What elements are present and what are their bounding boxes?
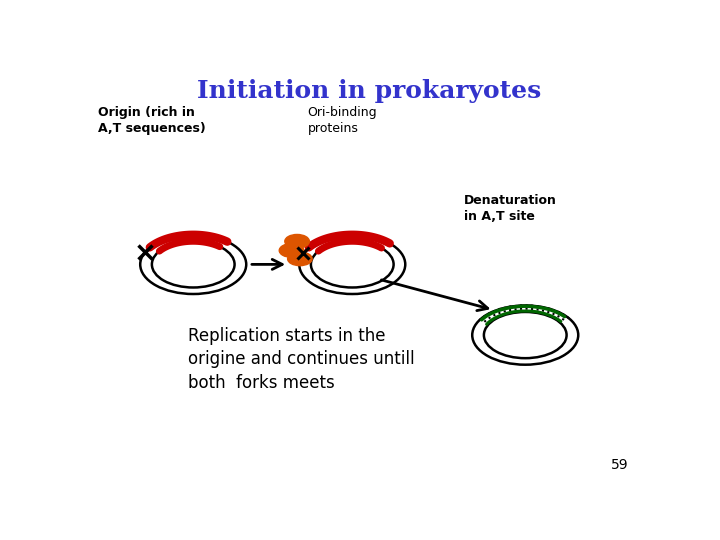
- Text: Initiation in prokaryotes: Initiation in prokaryotes: [197, 79, 541, 103]
- Text: Denaturation
in A,T site: Denaturation in A,T site: [464, 194, 557, 222]
- Ellipse shape: [287, 252, 312, 266]
- Ellipse shape: [285, 234, 310, 248]
- Ellipse shape: [279, 244, 304, 258]
- Text: Origin (rich in
A,T sequences): Origin (rich in A,T sequences): [99, 106, 206, 136]
- Text: Ori-binding
proteins: Ori-binding proteins: [307, 106, 377, 136]
- Text: Replication starts in the
origine and continues untill
both  forks meets: Replication starts in the origine and co…: [188, 327, 414, 392]
- Text: 59: 59: [611, 458, 629, 472]
